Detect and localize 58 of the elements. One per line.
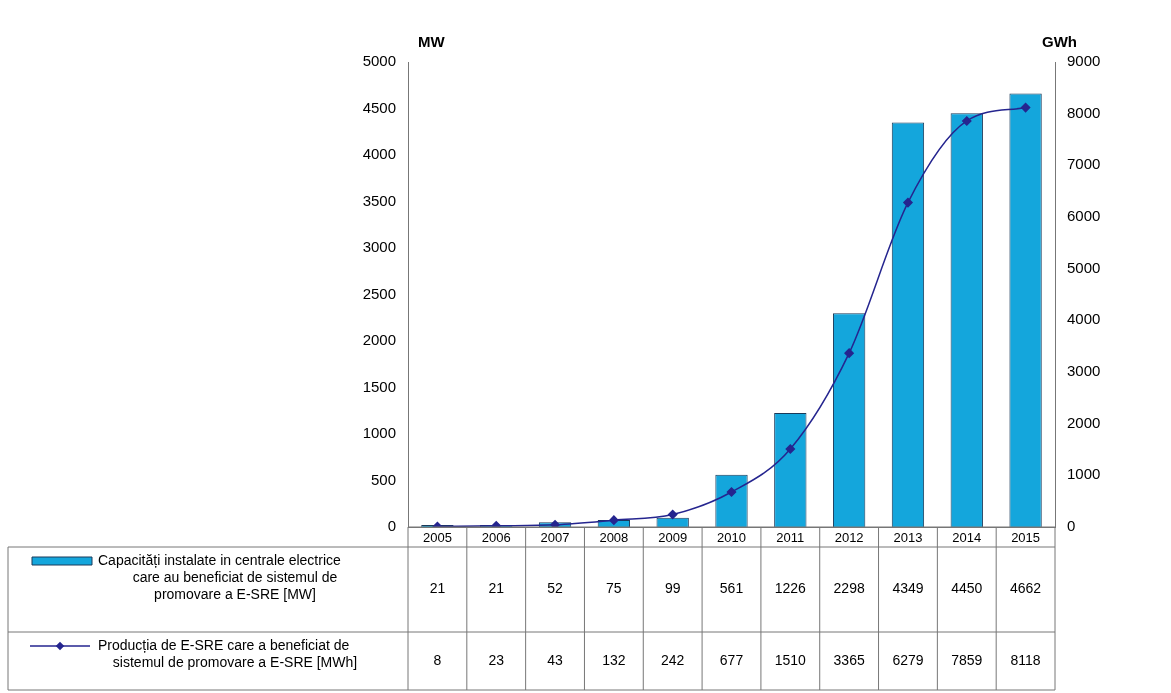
data-label: 132 — [602, 651, 626, 668]
y-tick-label: 4500 — [362, 98, 396, 116]
y-tick-label: 1000 — [362, 424, 396, 442]
x-tick-label: 2011 — [776, 530, 805, 546]
y-tick-label: 3500 — [362, 191, 396, 209]
y-tick-label: 2500 — [362, 284, 396, 302]
data-label: 75 — [606, 580, 622, 597]
y-tick-label: 3000 — [362, 238, 396, 256]
y-tick-label: 1500 — [362, 377, 396, 395]
data-label: 1510 — [774, 651, 807, 668]
data-label: 4450 — [951, 580, 983, 597]
y2-tick-label: 9000 — [1067, 52, 1101, 70]
x-tick-label: 2008 — [599, 530, 629, 546]
data-label: 2298 — [833, 580, 865, 597]
legend-label: Capacități instalate in centrale electrice care au beneficiat de sistemul de promovare a E-SRE [MW] — [98, 551, 342, 602]
x-tick-label: 2013 — [893, 530, 923, 546]
y-tick-label: 500 — [370, 470, 396, 488]
y2-tick-label: 4000 — [1067, 310, 1101, 328]
y2-tick-label: 8000 — [1067, 103, 1101, 121]
y-tick-label: 2000 — [362, 331, 396, 349]
data-label: 7859 — [951, 651, 983, 668]
y2-tick-label: 1000 — [1067, 465, 1101, 483]
y2-tick-label: 7000 — [1067, 155, 1101, 173]
y2-tick-label: 0 — [1067, 517, 1076, 535]
data-label: 4662 — [1010, 580, 1042, 597]
data-label: 6279 — [892, 651, 924, 668]
y-tick-label: 0 — [387, 517, 396, 535]
data-label: 52 — [547, 580, 564, 597]
data-label: 3365 — [833, 651, 865, 668]
data-label: 23 — [488, 651, 505, 668]
y2-tick-label: 5000 — [1067, 258, 1101, 276]
y-axis-title: MW — [418, 32, 446, 50]
data-label: 561 — [719, 580, 744, 597]
data-label: 21 — [488, 580, 505, 597]
x-tick-label: 2014 — [952, 530, 982, 546]
data-label: 8118 — [1010, 651, 1041, 668]
x-tick-label: 2007 — [540, 530, 570, 546]
data-label: 43 — [547, 651, 564, 668]
x-tick-label: 2006 — [481, 530, 511, 546]
y2-tick-label: 6000 — [1067, 207, 1101, 225]
data-label: 242 — [661, 651, 685, 668]
data-label: 4349 — [892, 580, 924, 597]
y2-axis-title: GWh — [1042, 32, 1077, 50]
data-label: 8 — [433, 651, 442, 668]
data-label: 21 — [429, 580, 446, 597]
x-tick-label: 2010 — [717, 530, 746, 546]
data-label: 99 — [664, 580, 681, 597]
x-tick-label: 2012 — [834, 530, 864, 546]
y-tick-label: 4000 — [362, 145, 396, 163]
y2-tick-label: 3000 — [1067, 362, 1101, 380]
x-tick-label: 2005 — [422, 530, 452, 546]
x-tick-label: 2015 — [1011, 530, 1041, 546]
x-tick-label: 2009 — [658, 530, 688, 546]
data-label: 1226 — [774, 580, 807, 597]
legend-label: Producția de E-SRE care a beneficiat de sistemul de promovare a E-SRE [MWh] — [98, 636, 358, 670]
y-tick-label: 5000 — [362, 52, 396, 70]
y2-tick-label: 2000 — [1067, 413, 1101, 431]
data-label: 677 — [719, 651, 744, 668]
